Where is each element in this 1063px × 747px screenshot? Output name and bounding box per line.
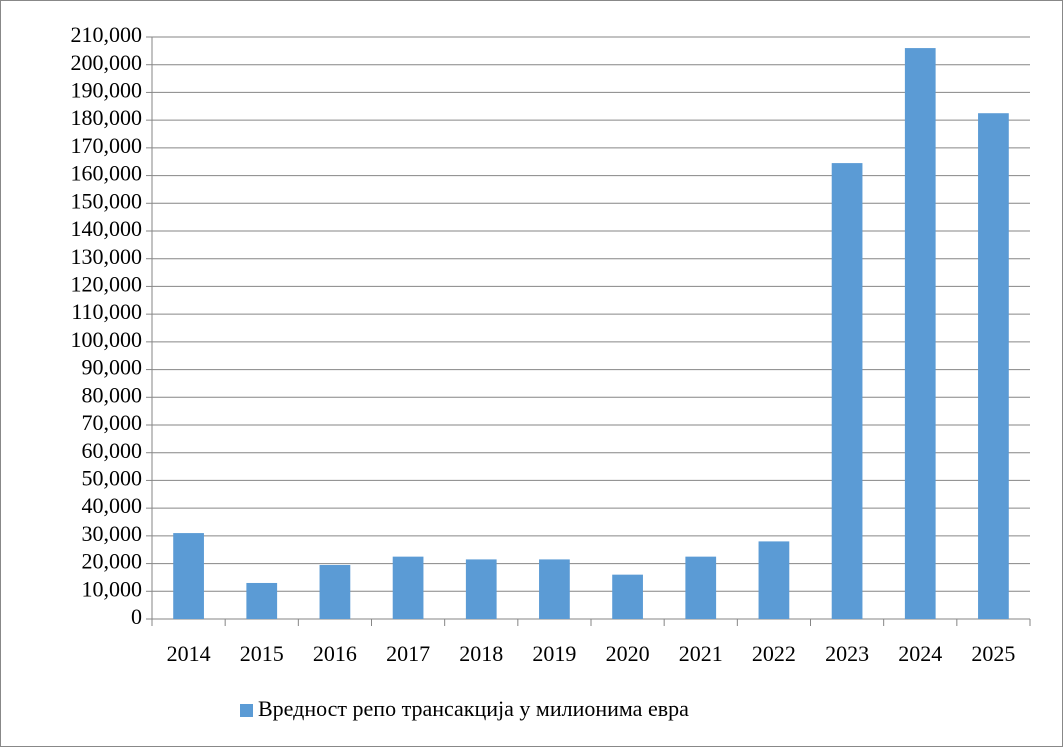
x-tick-label: 2025 <box>971 641 1015 666</box>
bar <box>978 113 1009 619</box>
y-tick-label: 100,000 <box>71 327 143 352</box>
y-tick-label: 80,000 <box>82 382 143 407</box>
y-tick-label: 190,000 <box>71 77 143 102</box>
y-tick-label: 210,000 <box>71 22 143 47</box>
x-tick-label: 2015 <box>240 641 284 666</box>
y-tick-label: 20,000 <box>82 549 143 574</box>
bar <box>612 574 643 619</box>
y-tick-label: 10,000 <box>82 576 143 601</box>
y-tick-label: 150,000 <box>71 188 143 213</box>
bar <box>392 556 424 619</box>
bar <box>173 533 204 619</box>
x-tick-label: 2022 <box>752 641 796 666</box>
bar <box>319 564 351 619</box>
y-tick-label: 0 <box>131 604 142 629</box>
y-tick-label: 180,000 <box>71 105 143 130</box>
bar <box>685 556 717 619</box>
bar <box>465 559 497 619</box>
bar <box>831 163 863 619</box>
y-tick-label: 60,000 <box>82 438 143 463</box>
x-tick-label: 2014 <box>167 641 211 666</box>
y-tick-label: 130,000 <box>71 244 143 269</box>
x-tick-label: 2019 <box>532 641 576 666</box>
x-tick-label: 2024 <box>898 641 942 666</box>
y-tick-label: 140,000 <box>71 216 143 241</box>
bar <box>904 48 936 620</box>
x-tick-label: 2021 <box>679 641 723 666</box>
x-tick-label: 2023 <box>825 641 869 666</box>
y-tick-label: 30,000 <box>82 521 143 546</box>
y-tick-label: 40,000 <box>82 493 143 518</box>
x-tick-label: 2020 <box>606 641 650 666</box>
y-tick-label: 170,000 <box>71 133 143 158</box>
legend-swatch <box>240 704 253 717</box>
legend-label: Вредност репо трансакција у милионима ев… <box>258 696 689 721</box>
y-tick-label: 110,000 <box>71 299 142 324</box>
x-tick-label: 2018 <box>459 641 503 666</box>
y-tick-label: 90,000 <box>82 355 143 380</box>
x-tick-label: 2017 <box>386 641 430 666</box>
bar <box>246 582 278 619</box>
y-tick-label: 200,000 <box>71 50 143 75</box>
y-tick-label: 50,000 <box>82 465 143 490</box>
y-tick-label: 120,000 <box>71 271 143 296</box>
bar <box>539 559 570 619</box>
y-tick-label: 160,000 <box>71 161 143 186</box>
x-tick-label: 2016 <box>313 641 357 666</box>
bar <box>758 541 790 619</box>
y-tick-label: 70,000 <box>82 410 143 435</box>
